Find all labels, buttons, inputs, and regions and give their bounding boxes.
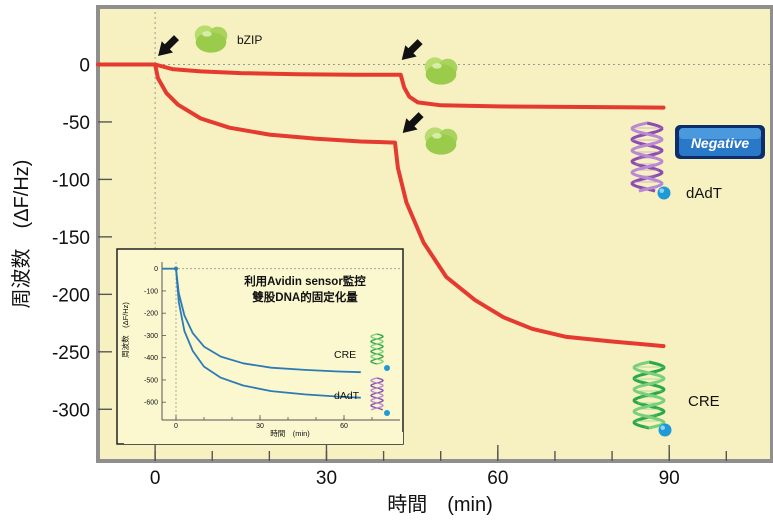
x-tick-label: 0: [150, 468, 161, 489]
series-line-cre: [153, 62, 666, 349]
y-tick-label: -50: [63, 113, 90, 134]
main-x-axis-title: 時間 (min): [387, 493, 493, 516]
arrow-icon: [158, 35, 179, 56]
x-tick-label: 30: [316, 468, 337, 489]
inset-axis-strip: [124, 432, 403, 444]
inset-title-line-2: 雙股DNA的固定化量: [252, 290, 358, 304]
dna-helix-dadt: [630, 121, 664, 193]
inset-start-point: [174, 266, 178, 271]
inset-y-tick-label: -600: [144, 400, 158, 407]
avidin-bead-dadt: [657, 186, 671, 200]
inset-y-tick-label: -400: [144, 355, 158, 362]
dna-helix-cre: [632, 360, 666, 430]
inset-dna-helix-cre: [370, 333, 384, 365]
inset-x-tick-label: 60: [340, 423, 348, 430]
inset-avidin-bead-cre: [384, 365, 390, 371]
x-tick-label: 60: [487, 468, 508, 489]
protein-icon: [194, 25, 228, 53]
y-tick-label: 0: [79, 55, 90, 76]
svg-text:Negative: Negative: [691, 135, 750, 151]
main-y-axis-title: 周波数 (ΔF/Hz): [10, 160, 33, 309]
inset-x-tick-label: 0: [174, 423, 178, 430]
inset-title-line-1: 利用Avidin sensor監控: [243, 274, 366, 288]
inset-avidin-bead-dadt: [384, 410, 390, 416]
inset-curve-label-cre: CRE: [334, 349, 356, 361]
inset-x-axis-title: 時間 (min): [270, 429, 310, 438]
bzip-label: bZIP: [237, 33, 262, 47]
inset-curve-label-dadt: dAdT: [334, 390, 360, 402]
inset-series-line-dadt: [175, 268, 361, 399]
y-tick-label: -300: [52, 400, 90, 421]
inset-y-tick-label: -200: [144, 311, 158, 318]
inset-x-tick-label: 30: [256, 423, 264, 430]
inset-y-tick-label: -500: [144, 377, 158, 384]
series-line-dadt: [96, 62, 666, 110]
protein-icon: [424, 127, 458, 155]
inset-y-tick-label: 0: [154, 266, 158, 273]
curve-label-cre: CRE: [688, 393, 720, 410]
y-tick-label: -250: [52, 343, 90, 364]
avidin-bead-cre: [658, 423, 672, 437]
protein-icon: [424, 57, 458, 85]
arrow-icon: [401, 39, 423, 60]
curve-label-dadt: dAdT: [686, 185, 722, 202]
inset-y-axis-title: 周波数 (ΔF/Hz): [120, 302, 130, 358]
x-tick-label: 90: [659, 468, 680, 489]
inset-chart: 0 -100 -200 -300 -400 -500 -600 0 30 60 CRE dAdT 利…: [116, 248, 404, 445]
inset-y-tick-label: -100: [144, 288, 158, 295]
y-tick-label: -100: [52, 170, 90, 191]
inset-dna-helix-dadt: [370, 377, 384, 411]
y-tick-label: -150: [52, 228, 90, 249]
arrow-icon: [402, 112, 424, 133]
inset-y-tick-label: -300: [144, 333, 158, 340]
negative-badge: Negative: [675, 125, 765, 159]
y-tick-label: -200: [52, 285, 90, 306]
